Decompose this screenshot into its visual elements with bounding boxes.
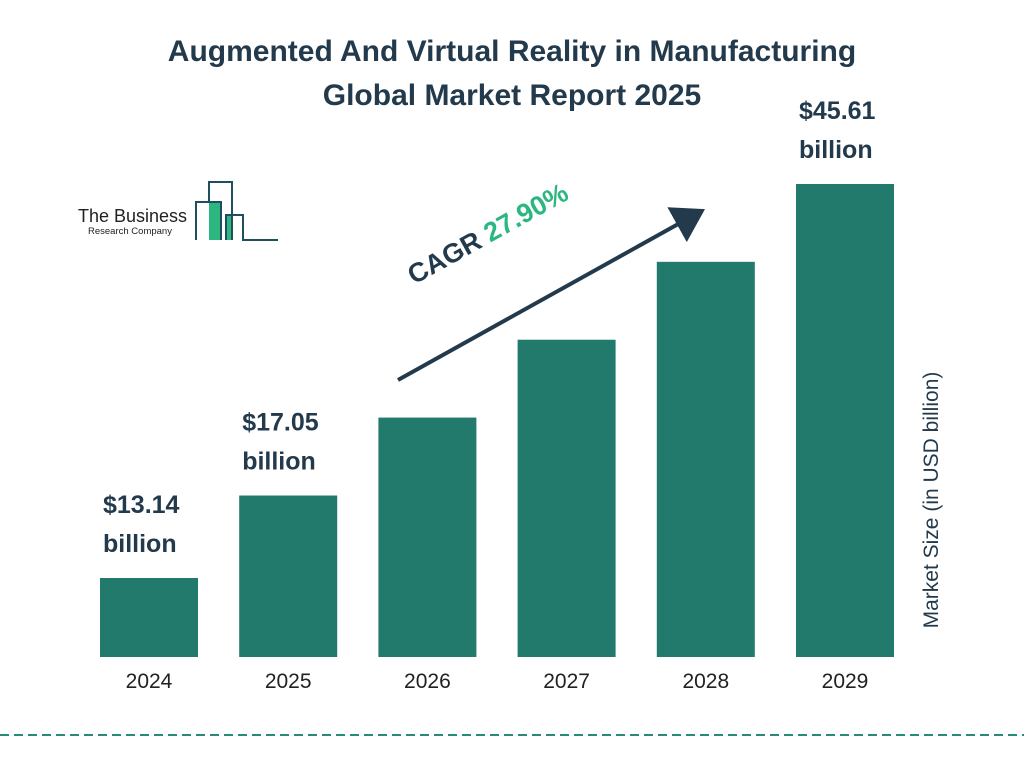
logo-buildings-icon <box>195 181 278 241</box>
logo-text-1: The Business <box>78 206 188 226</box>
logo-text-2: Research Company <box>88 226 172 237</box>
x-tick-label: 2024 <box>126 670 173 693</box>
x-tick-label: 2026 <box>404 670 451 693</box>
x-tick-label: 2028 <box>682 670 729 693</box>
chart-title: Augmented And Virtual Reality in Manufac… <box>0 30 1024 118</box>
y-axis-label: Market Size (in USD billion) <box>920 371 943 629</box>
title-line-2: Global Market Report 2025 <box>322 79 702 112</box>
title-line-1: Augmented And Virtual Reality in Manufac… <box>167 35 857 68</box>
data-label: billion <box>799 136 873 164</box>
x-tick-label: 2025 <box>265 670 312 693</box>
data-label: $17.05 <box>242 409 319 437</box>
bar-2024 <box>100 578 198 657</box>
bar-2029 <box>796 184 894 657</box>
data-label: $45.61 <box>799 97 876 125</box>
bar-2026 <box>378 417 477 657</box>
bar-2027 <box>517 339 616 657</box>
bar-2025 <box>239 495 338 657</box>
bar-2028 <box>656 261 755 657</box>
data-label: billion <box>103 530 177 558</box>
x-tick-label: 2027 <box>543 670 590 693</box>
data-label: $13.14 <box>103 491 180 519</box>
x-tick-label: 2029 <box>822 670 869 693</box>
cagr-arrow <box>397 207 705 382</box>
data-label: billion <box>242 448 316 476</box>
